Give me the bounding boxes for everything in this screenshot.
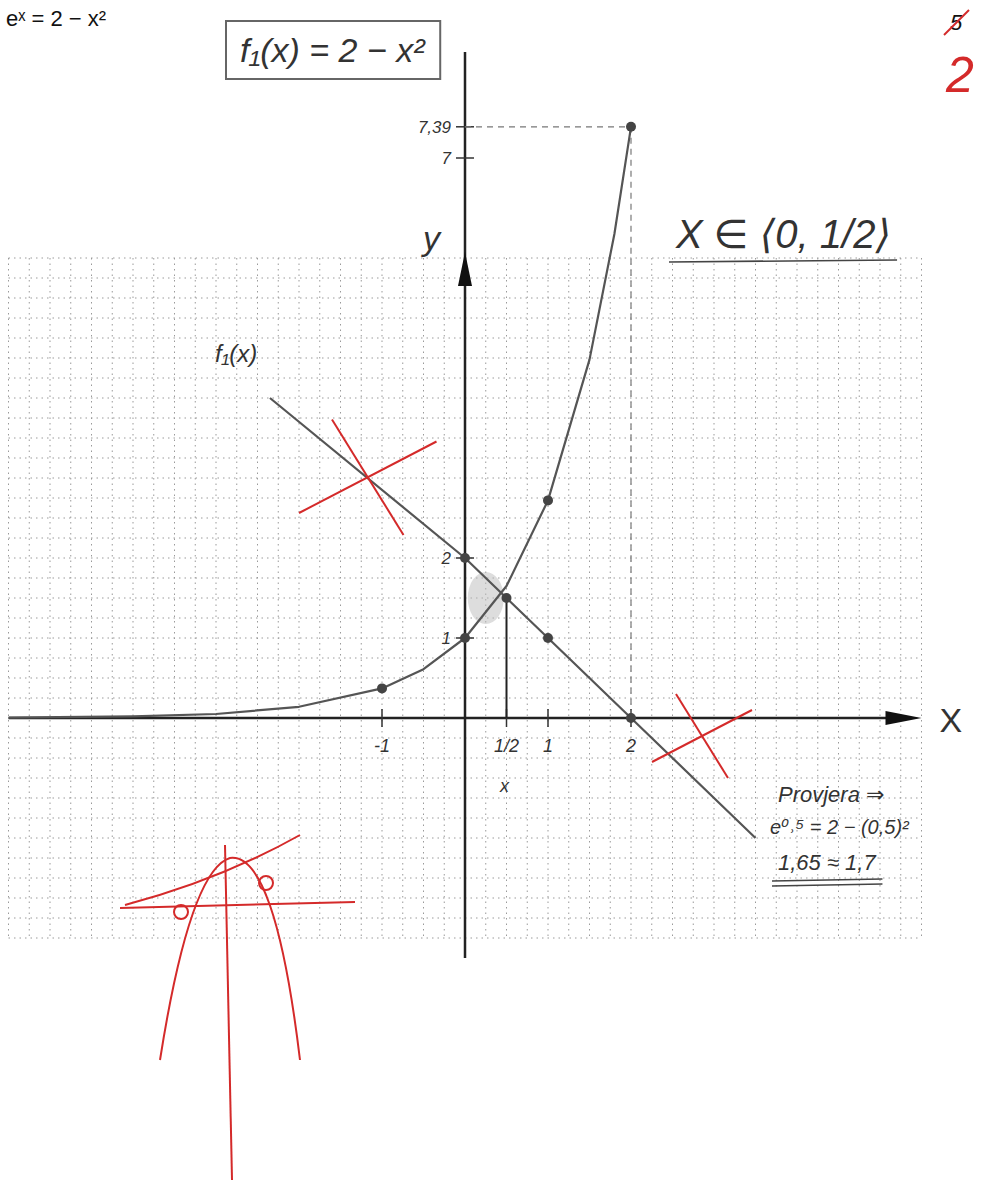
guide-line <box>465 126 631 127</box>
graph-paper-line <box>319 258 320 938</box>
axes <box>9 52 922 958</box>
series-line <box>9 127 632 718</box>
y-axis-label: y <box>421 219 442 257</box>
x-axis-arrow <box>886 711 922 725</box>
red-sketch <box>174 905 188 919</box>
point <box>460 553 470 563</box>
graph-paper-line <box>672 258 673 938</box>
guide-line <box>630 127 631 718</box>
red-cross <box>676 694 728 778</box>
graph-paper-line <box>340 258 341 938</box>
graph-paper-line <box>153 258 154 938</box>
underline <box>669 260 897 262</box>
annotation: Provjera ⇒ <box>778 782 884 807</box>
y-tick <box>456 157 474 159</box>
y-axis <box>464 52 467 958</box>
red-sketch <box>125 835 300 905</box>
graph-paper-line <box>29 258 30 938</box>
point <box>543 495 553 505</box>
series-label: f₁(x) <box>215 340 257 367</box>
point <box>626 713 636 723</box>
graph-paper-line <box>133 258 134 938</box>
annotation: f₁(x) = 2 − x² <box>240 31 426 69</box>
point <box>502 593 512 603</box>
annotation: e⁰˒⁵ = 2 − (0,5)² <box>770 816 910 838</box>
red-cross <box>332 420 404 536</box>
graph-paper-line <box>568 258 569 938</box>
y-tick-label: 7,39 <box>418 118 452 137</box>
x-tick <box>381 709 383 727</box>
point <box>543 633 553 643</box>
underline <box>772 884 882 886</box>
graph-paper-line <box>423 258 424 938</box>
x-tick-label: 1 <box>543 736 553 756</box>
graph-paper-line <box>50 258 51 938</box>
x-tick-label: 2 <box>625 736 636 756</box>
red-sketch <box>259 876 273 890</box>
y-tick-label: 2 <box>441 549 452 568</box>
graph-paper-line <box>112 258 113 938</box>
graph-paper-line <box>382 258 383 938</box>
annotation-box <box>226 21 440 79</box>
point <box>377 683 387 693</box>
background <box>0 0 991 1188</box>
annotation: x <box>499 776 510 796</box>
strike <box>944 10 969 35</box>
underline <box>772 879 882 881</box>
y-tick-label: 1 <box>442 629 451 648</box>
y-axis-arrow <box>458 252 472 286</box>
series-line <box>270 398 756 838</box>
ticks: -1 1/2 1 2 1 2 7 7,39 <box>374 118 636 756</box>
annotation: X ∈ ⟨0, 1/2⟩ <box>675 212 891 256</box>
x-axis-label: X <box>940 701 963 739</box>
graph-paper-line <box>693 258 694 938</box>
graph-paper-line <box>755 258 756 938</box>
shading <box>468 572 504 624</box>
point <box>460 633 470 643</box>
x-tick-label: -1 <box>374 736 390 756</box>
page: -1 1/2 1 2 1 2 7 7,39 Xy f₁(x) eˣ = 2 − x² f₁(x) = … <box>0 0 991 1188</box>
guide-line <box>506 598 508 718</box>
annotation: 1,65 ≈ 1,7 <box>778 850 876 875</box>
title: eˣ = 2 − x² <box>6 6 106 31</box>
y-tick-label: 7 <box>442 149 452 168</box>
graph-paper-line <box>402 258 403 938</box>
corrections <box>120 420 752 1181</box>
x-tick-label: 1/2 <box>494 736 519 756</box>
red-sketch <box>120 902 355 908</box>
annotations: f₁(x) = 2 − x² X ∈ ⟨0, 1/2⟩ Provjera ⇒ e⁰˒⁵… <box>226 10 974 886</box>
annotation: 2 <box>945 47 974 103</box>
x-tick <box>547 709 549 727</box>
red-sketch <box>225 845 232 1180</box>
point <box>626 122 636 132</box>
graph-paper-line <box>610 258 611 938</box>
plot-area <box>9 122 756 838</box>
